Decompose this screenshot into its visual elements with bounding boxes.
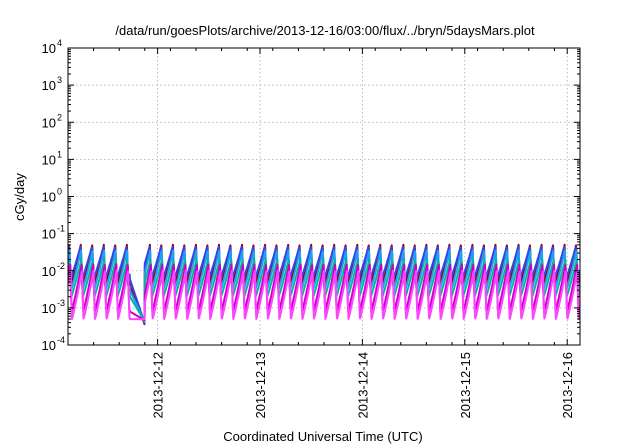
y-tick-exponent: -1 <box>57 224 65 234</box>
y-tick-label: 10 <box>42 41 56 56</box>
y-tick-base: 10 <box>42 41 56 56</box>
x-tick-label: 2013-12-12 <box>151 352 166 419</box>
y-tick-base: 10 <box>42 264 56 279</box>
y-tick-label: 10 <box>42 190 56 205</box>
y-tick-base: 10 <box>42 338 56 353</box>
x-tick-label: 2013-12-16 <box>560 352 575 419</box>
x-tick-label: 2013-12-14 <box>355 352 370 419</box>
y-tick-label: 10 <box>42 264 56 279</box>
y-tick-exponent: -2 <box>57 261 65 271</box>
y-tick-base: 10 <box>42 78 56 93</box>
x-axis: 2013-12-12 2013-12-13 2013-12-14 2013-12-15… <box>67 48 581 419</box>
y-tick-exponent: -4 <box>57 335 65 345</box>
y-tick-exponent: 0 <box>57 187 62 197</box>
y-tick-label: 10 <box>42 338 56 353</box>
series-layer <box>68 243 580 326</box>
y-tick-exponent: 2 <box>57 112 62 122</box>
y-tick-label: 10 <box>42 78 56 93</box>
y-tick-label: 10 <box>42 301 56 316</box>
series-line-6 <box>68 269 580 321</box>
y-axis-label: cGy/day <box>12 173 27 221</box>
y-tick-base: 10 <box>42 190 56 205</box>
y-tick-label: 10 <box>42 152 56 167</box>
y-tick-base: 10 <box>42 227 56 242</box>
y-tick-label: 10 <box>42 115 56 130</box>
y-tick-exponent: 1 <box>57 149 62 159</box>
y-tick-exponent: 4 <box>57 38 62 48</box>
y-tick-base: 10 <box>42 301 56 316</box>
x-axis-label: Coordinated Universal Time (UTC) <box>223 429 422 444</box>
y-tick-base: 10 <box>42 152 56 167</box>
chart-title: /data/run/goesPlots/archive/2013-12-16/0… <box>115 23 535 38</box>
y-tick-exponent: 3 <box>57 75 62 85</box>
y-tick-exponent: -3 <box>57 298 65 308</box>
x-tick-label: 2013-12-15 <box>458 352 473 419</box>
y-tick-label: 10 <box>42 227 56 242</box>
y-tick-base: 10 <box>42 115 56 130</box>
x-tick-label: 2013-12-13 <box>253 352 268 419</box>
